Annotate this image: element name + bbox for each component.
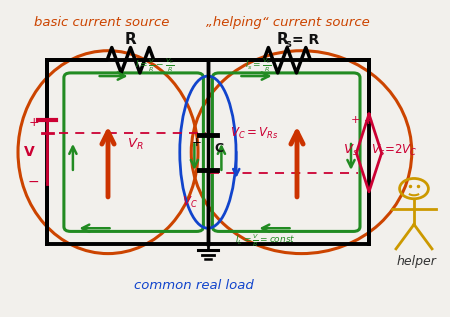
Bar [47, 60, 369, 244]
Text: $V_R$: $V_R$ [127, 137, 143, 152]
Text: R: R [125, 32, 136, 47]
Text: V: V [24, 145, 35, 159]
Text: = R: = R [292, 33, 320, 47]
Text: s: s [285, 39, 291, 49]
Text: −: − [28, 175, 40, 189]
Text: basic current source: basic current source [34, 16, 169, 29]
Text: $I_s=\frac{V_C}{R}$: $I_s=\frac{V_C}{R}$ [245, 57, 272, 74]
Text: $V_s$: $V_s$ [343, 143, 359, 158]
Text: helper: helper [396, 255, 436, 268]
Text: $V_C$: $V_C$ [182, 195, 198, 210]
Text: R: R [277, 32, 288, 47]
Text: $I=\frac{V}{R}-\frac{V_C}{R}$: $I=\frac{V}{R}-\frac{V_C}{R}$ [135, 57, 175, 74]
Text: +: + [364, 116, 373, 126]
Text: +: + [28, 115, 39, 129]
Text: „helping“ current source: „helping“ current source [206, 16, 370, 29]
Text: $I_L=\frac{V}{R}=const$: $I_L=\frac{V}{R}=const$ [235, 233, 296, 249]
Text: common real load: common real load [134, 279, 253, 292]
Text: $V_C=V_{Rs}$: $V_C=V_{Rs}$ [230, 126, 279, 141]
Text: $V_s\!=\!2V_C$: $V_s\!=\!2V_C$ [371, 143, 418, 158]
Text: C: C [215, 142, 224, 156]
Text: +: + [351, 115, 360, 125]
Text: +: + [192, 136, 202, 149]
